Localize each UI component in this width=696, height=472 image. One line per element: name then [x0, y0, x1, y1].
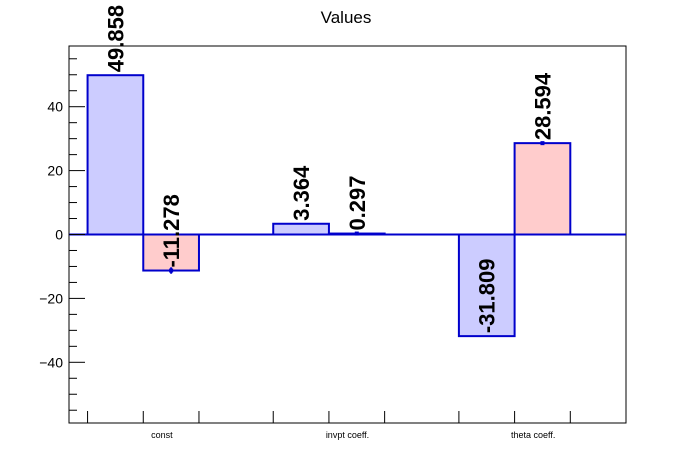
bar-value-label: 49.858 [103, 5, 128, 72]
bar [142, 233, 200, 272]
bar [513, 142, 572, 236]
bar [272, 222, 330, 236]
x-axis: const invpt coeff. theta coeff. [87, 411, 571, 440]
bar-value-label: 28.594 [530, 72, 555, 140]
chart-title: Values [321, 8, 372, 27]
y-tick-label: 40 [47, 99, 63, 115]
bar [86, 74, 145, 236]
y-tick-label: −20 [39, 290, 63, 306]
y-tick-label: −40 [39, 354, 63, 370]
bars-layer [69, 74, 626, 338]
y-tick-label: 0 [55, 227, 63, 243]
y-tick-label: 20 [47, 163, 63, 179]
x-category-label: invpt coeff. [326, 430, 369, 440]
x-category-label: theta coeff. [511, 430, 555, 440]
bar-value-label: -11.278 [159, 194, 184, 267]
y-axis: −40 −20 0 20 40 [39, 58, 85, 411]
x-category-label: const [151, 430, 173, 440]
bar-value-label: -31.809 [475, 259, 500, 334]
bar-value-label: 3.364 [289, 165, 314, 221]
data-labels: 49.858 3.364 -31.809 -11.278 0.297 28.594 [103, 5, 555, 333]
bar-marker [540, 141, 545, 146]
bar-marker [169, 268, 174, 273]
bar-value-label: 0.297 [345, 175, 370, 230]
